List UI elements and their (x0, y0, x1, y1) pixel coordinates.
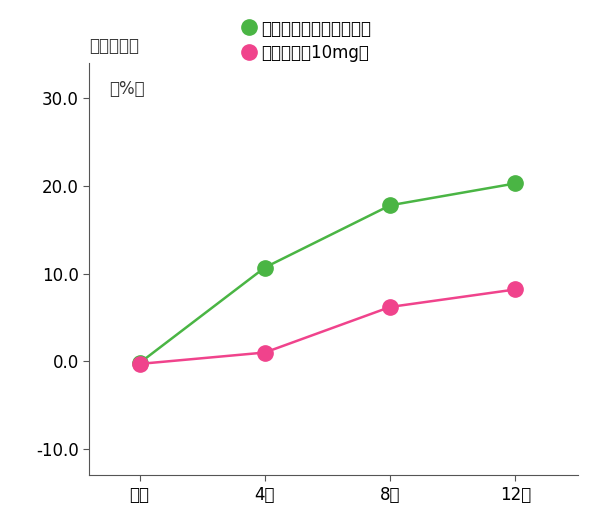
Text: （%）: （%） (109, 80, 145, 98)
プラセボ（対照偽成分） (261, 265, 268, 271)
プラセボ（対照偽成分） (136, 360, 143, 366)
プラセボ（対照偽成分） (387, 202, 394, 209)
Text: シワ面積率: シワ面積率 (89, 37, 139, 55)
エクオール10mg群 (261, 350, 268, 356)
Line: プラセボ（対照偽成分）: プラセボ（対照偽成分） (132, 176, 523, 371)
エクオール10mg群 (136, 361, 143, 367)
プラセボ（対照偽成分） (512, 180, 519, 186)
Line: エクオール10mg群: エクオール10mg群 (132, 282, 523, 372)
エクオール10mg群 (387, 304, 394, 310)
Legend: プラセボ（対照偽成分）, エクオール10mg群: プラセボ（対照偽成分）, エクオール10mg群 (244, 18, 372, 64)
エクオール10mg群 (512, 286, 519, 293)
